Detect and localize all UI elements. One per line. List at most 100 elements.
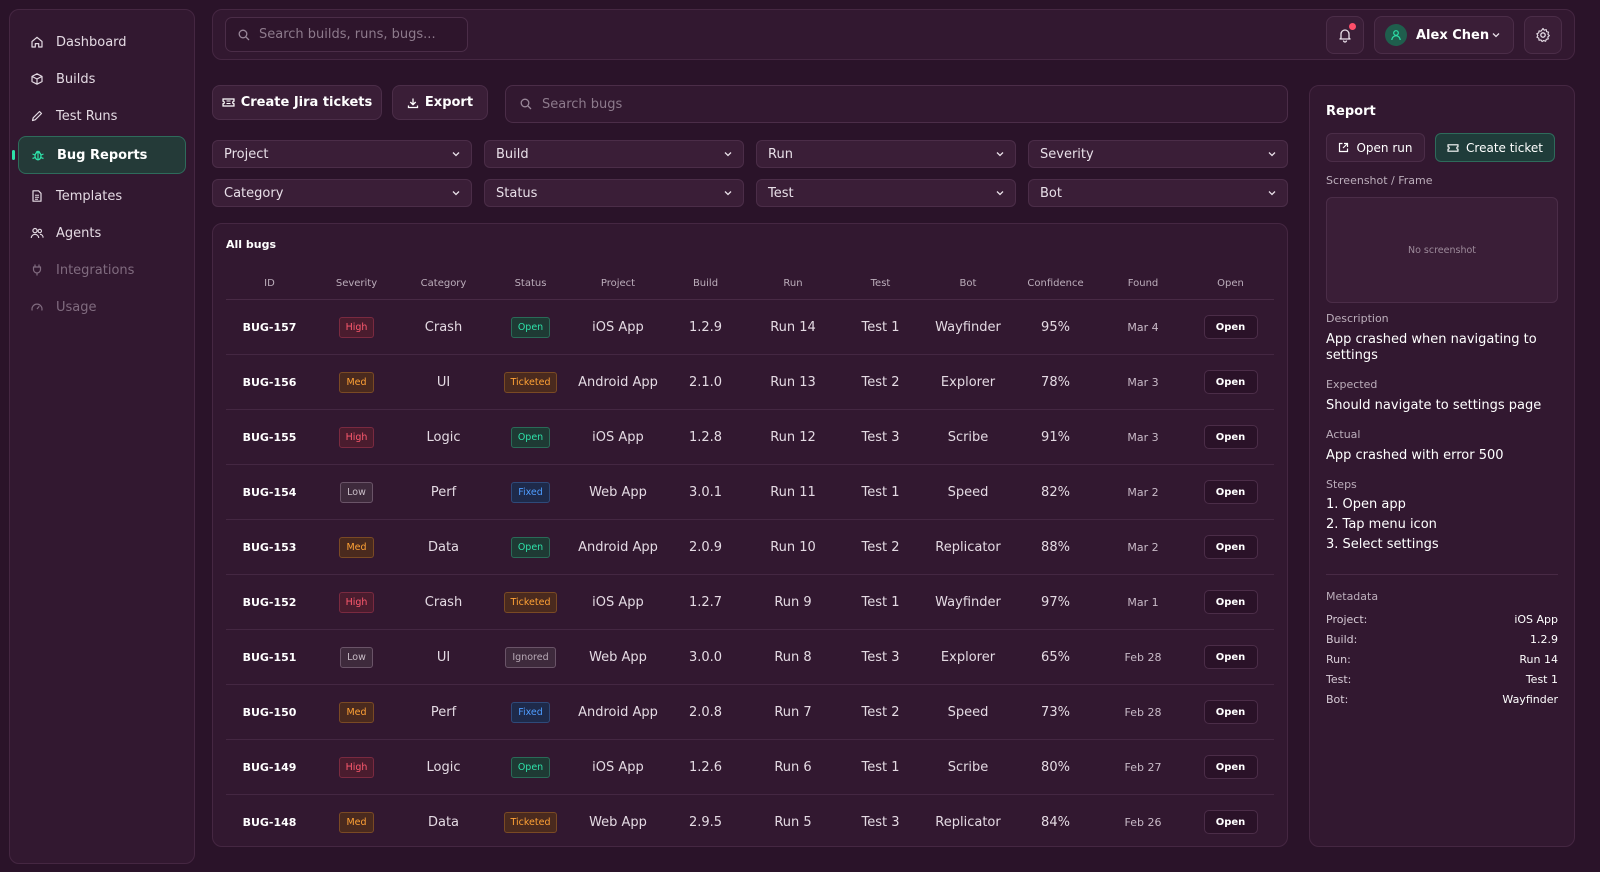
sidebar-item-templates[interactable]: Templates <box>18 178 186 214</box>
open-bug-button[interactable]: Open <box>1203 590 1258 614</box>
user-menu-button[interactable]: Alex Chen <box>1374 16 1514 54</box>
open-bug-button[interactable]: Open <box>1203 480 1258 504</box>
open-cell: Open <box>1187 535 1274 559</box>
sidebar-item-builds[interactable]: Builds <box>18 61 186 97</box>
pen-icon <box>30 109 44 123</box>
create-jira-tickets-button[interactable]: Create Jira tickets <box>212 85 382 120</box>
open-bug-button[interactable]: Open <box>1203 425 1258 449</box>
sidebar-item-label: Usage <box>56 299 97 315</box>
description-label: Description <box>1326 312 1389 325</box>
sidebar-item-agents[interactable]: Agents <box>18 215 186 251</box>
table-row[interactable]: BUG-154 Low Perf Fixed Web App 3.0.1 Run 11 Tes… <box>226 465 1274 520</box>
open-cell: Open <box>1187 480 1274 504</box>
metadata-value: Run 14 <box>1519 653 1558 666</box>
actual-text: App crashed with error 500 <box>1326 448 1504 463</box>
project-cell: iOS App <box>592 429 644 445</box>
filter-bot-select[interactable]: Bot <box>1028 179 1288 207</box>
table-row[interactable]: BUG-151 Low UI Ignored Web App 3.0.0 Run 8 Test… <box>226 630 1274 685</box>
filter-severity-select[interactable]: Severity <box>1028 140 1288 168</box>
status-badge: Fixed <box>511 481 550 503</box>
found-cell: Feb 28 <box>1124 650 1162 664</box>
table-row[interactable]: BUG-148 Med Data Ticketed Web App 2.9.5 Run 5 T… <box>226 795 1274 846</box>
open-bug-button[interactable]: Open <box>1203 755 1258 779</box>
confidence-cell: 80% <box>1041 759 1070 775</box>
open-cell: Open <box>1187 370 1274 394</box>
create-ticket-button[interactable]: Create ticket <box>1435 133 1555 162</box>
open-bug-button[interactable]: Open <box>1203 315 1258 339</box>
bugs-table-panel: All bugs ID Severity Category Status Project… <box>212 223 1288 847</box>
id-cell: BUG-151 <box>242 650 297 664</box>
status-badge: Fixed <box>511 701 550 723</box>
status-cell: Open <box>487 756 574 778</box>
bug-icon <box>31 148 45 162</box>
sidebar-item-test-runs[interactable]: Test Runs <box>18 98 186 134</box>
filter-test-select[interactable]: Test <box>756 179 1016 207</box>
table-row[interactable]: BUG-152 High Crash Ticketed iOS App 1.2.7 Run … <box>226 575 1274 630</box>
filter-label: Bot <box>1040 185 1062 201</box>
step-item: 2. Tap menu icon <box>1326 517 1437 532</box>
table-row[interactable]: BUG-156 Med UI Ticketed Android App 2.1.0 Run … <box>226 355 1274 410</box>
filter-build-select[interactable]: Build <box>484 140 744 168</box>
severity-cell: Low <box>313 481 400 503</box>
run-cell: Run 11 <box>770 484 816 500</box>
category-cell: Crash <box>424 319 463 335</box>
test-cell: Test 1 <box>861 759 900 775</box>
found-cell: Feb 27 <box>1124 760 1162 774</box>
column-header-bot: Bot <box>959 278 977 289</box>
column-header-confidence: Confidence <box>1027 278 1084 289</box>
download-icon <box>407 97 419 109</box>
table-row[interactable]: BUG-149 High Logic Open iOS App 1.2.6 Run 6 Tes… <box>226 740 1274 795</box>
notifications-button[interactable] <box>1326 16 1364 54</box>
open-bug-button[interactable]: Open <box>1203 370 1258 394</box>
status-cell: Ticketed <box>487 371 574 393</box>
table-row[interactable]: BUG-155 High Logic Open iOS App 1.2.8 Run 12 Te… <box>226 410 1274 465</box>
open-bug-button[interactable]: Open <box>1203 535 1258 559</box>
table-row[interactable]: BUG-153 Med Data Open Android App 2.0.9 Run 10… <box>226 520 1274 575</box>
filter-project-select[interactable]: Project <box>212 140 472 168</box>
open-bug-button[interactable]: Open <box>1203 645 1258 669</box>
confidence-cell: 82% <box>1041 484 1070 500</box>
sidebar-item-integrations[interactable]: Integrations <box>18 252 186 288</box>
found-cell: Mar 2 <box>1127 485 1159 499</box>
status-cell: Ignored <box>487 646 574 668</box>
filter-status-select[interactable]: Status <box>484 179 744 207</box>
column-header-run: Run <box>783 278 803 289</box>
sidebar-item-bug-reports[interactable]: Bug Reports <box>12 136 186 174</box>
project-cell: Android App <box>578 539 658 555</box>
table-row[interactable]: BUG-157 High Crash Open iOS App 1.2.9 Run 14 Te… <box>226 300 1274 355</box>
table-header: ID Severity Category Status Project Build Run T… <box>226 268 1274 300</box>
column-header-severity: Severity <box>335 278 378 289</box>
open-bug-button[interactable]: Open <box>1203 810 1258 834</box>
open-run-button[interactable]: Open run <box>1326 133 1425 162</box>
export-button[interactable]: Export <box>392 85 488 120</box>
status-badge: Open <box>510 316 551 338</box>
bot-cell: Explorer <box>940 649 996 665</box>
filter-run-select[interactable]: Run <box>756 140 1016 168</box>
severity-cell: Med <box>313 811 400 833</box>
confidence-cell: 97% <box>1041 594 1070 610</box>
table-row[interactable]: BUG-150 Med Perf Fixed Android App 2.0.8 Run 7… <box>226 685 1274 740</box>
open-bug-button[interactable]: Open <box>1203 700 1258 724</box>
global-search-placeholder: Search builds, runs, bugs... <box>259 27 436 42</box>
test-cell: Test 2 <box>861 374 900 390</box>
metadata-row: Build: 1.2.9 <box>1326 633 1558 646</box>
project-cell: iOS App <box>592 759 644 775</box>
metadata-key: Bot: <box>1326 693 1349 706</box>
category-cell: Perf <box>430 484 457 500</box>
project-cell: iOS App <box>592 594 644 610</box>
open-cell: Open <box>1187 700 1274 724</box>
build-cell: 3.0.1 <box>688 484 723 500</box>
global-search-input[interactable]: Search builds, runs, bugs... <box>225 17 468 52</box>
confidence-cell: 95% <box>1041 319 1070 335</box>
sidebar-item-usage[interactable]: Usage <box>18 289 186 325</box>
metadata-row: Test: Test 1 <box>1326 673 1558 686</box>
sidebar-item-dashboard[interactable]: Dashboard <box>18 24 186 60</box>
gauge-icon <box>30 300 44 314</box>
metadata-key: Test: <box>1326 673 1352 686</box>
chevron-down-icon <box>1267 149 1277 159</box>
test-cell: Test 3 <box>861 429 900 445</box>
bug-search-input[interactable]: Search bugs <box>505 85 1288 123</box>
settings-button[interactable] <box>1524 16 1562 54</box>
filter-category-select[interactable]: Category <box>212 179 472 207</box>
severity-badge: Low <box>340 481 373 503</box>
